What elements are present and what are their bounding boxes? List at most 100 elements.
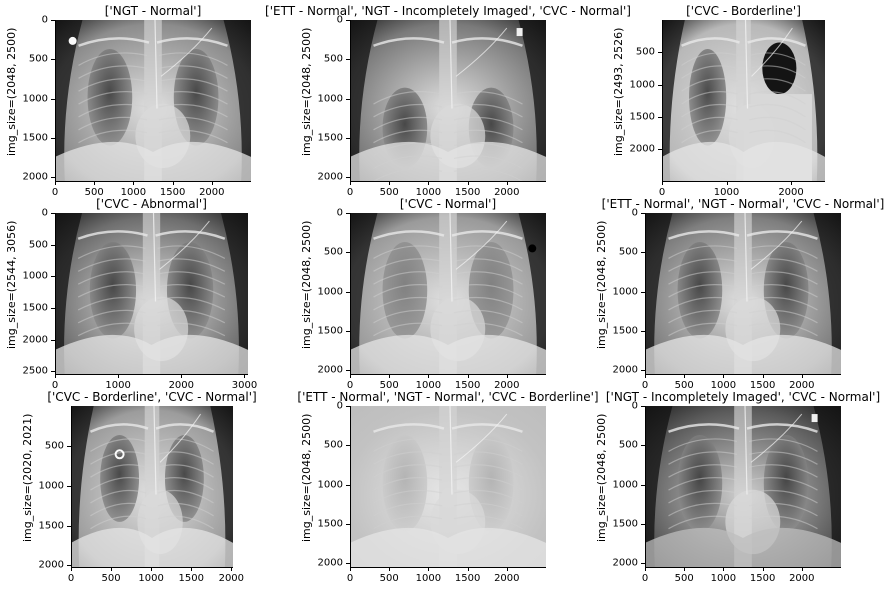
y-tick: [51, 244, 55, 246]
y-tick: [346, 406, 350, 407]
tube-line: [449, 406, 453, 495]
y-axis-label: img_size=(2544, 3056): [5, 220, 19, 349]
x-tick-label: 1000: [713, 187, 740, 198]
x-tick-label: 1000: [120, 187, 147, 198]
rib: [668, 477, 738, 491]
axes-frame: [55, 213, 248, 375]
x-tick: [467, 374, 469, 378]
panel-title: ['ETT - Normal', 'NGT - Incompletely Ima…: [265, 4, 631, 18]
xray-image: [71, 406, 233, 567]
xray-svg: [645, 406, 841, 567]
x-tick-label: 0: [67, 573, 75, 584]
x-tick: [645, 374, 646, 378]
y-tick: [346, 59, 350, 61]
axes-frame: [662, 20, 825, 182]
rib: [373, 502, 443, 517]
rib: [90, 502, 147, 517]
rib: [158, 78, 228, 92]
x-tick-label: 0: [346, 380, 354, 391]
x-tick-label: 0: [51, 187, 59, 198]
rib: [453, 168, 523, 181]
rib: [157, 245, 226, 259]
body-edge-right: [220, 213, 248, 374]
xray-svg: [350, 213, 546, 374]
x-tick: [231, 567, 233, 571]
y-tick-label: 1000: [317, 286, 343, 298]
x-tick: [723, 567, 725, 571]
x-tick: [428, 567, 430, 571]
body-edge-left: [645, 406, 673, 567]
tube-line: [449, 20, 453, 109]
rib: [668, 296, 738, 311]
y-tick-label: 1000: [612, 286, 638, 298]
axes-frame: [350, 213, 546, 375]
axes-frame: [645, 406, 841, 568]
x-tick: [723, 374, 725, 378]
clavicle-right: [747, 37, 806, 47]
rib: [373, 451, 443, 465]
xray-image: [662, 20, 825, 181]
rib: [748, 489, 818, 504]
y-tick: [641, 563, 645, 565]
xray-image: [350, 213, 546, 374]
y-tick-label: 1500: [38, 520, 64, 532]
rib: [681, 65, 738, 79]
panel-title: ['NGT - Normal']: [104, 4, 202, 18]
y-tick: [641, 523, 645, 525]
clavicle-left: [89, 423, 149, 433]
rib: [157, 309, 226, 324]
x-tick-label: 1500: [749, 573, 776, 584]
x-tick-label: 1000: [710, 573, 737, 584]
xray-svg: [55, 20, 251, 181]
y-tick: [346, 291, 350, 293]
panel-title: ['CVC - Abnormal']: [96, 197, 207, 211]
panel-title: ['CVC - Borderline']: [686, 4, 801, 18]
rib: [453, 155, 523, 169]
x-tick: [191, 567, 193, 571]
rib: [90, 464, 147, 478]
clavicle-right: [156, 37, 228, 47]
rib: [453, 271, 523, 285]
y-tick-label: 1500: [317, 132, 343, 144]
x-tick: [762, 374, 764, 378]
clavicle-right: [155, 423, 215, 433]
clavicle-right: [746, 423, 818, 433]
rib: [158, 129, 228, 144]
y-tick: [346, 445, 350, 447]
rib: [681, 78, 738, 92]
body-edge-left: [350, 20, 378, 181]
x-tick: [55, 181, 56, 185]
y-tick: [67, 485, 71, 487]
y-tick-label: 1000: [629, 79, 655, 91]
y-tick-label: 2000: [22, 334, 48, 346]
diaphragm: [350, 334, 546, 374]
y-tick-label: 500: [323, 53, 343, 65]
xray-image: [645, 406, 841, 567]
body-edge-right: [802, 20, 825, 181]
rib: [373, 271, 443, 285]
y-tick-label: 500: [28, 239, 48, 251]
clavicle-left: [373, 230, 445, 240]
tube-line: [153, 406, 157, 495]
rib: [90, 438, 147, 452]
rib: [453, 116, 523, 131]
catheter-line: [751, 27, 793, 77]
tube-line: [744, 20, 749, 109]
x-tick: [172, 181, 174, 185]
rib: [748, 284, 818, 298]
y-tick: [51, 20, 55, 21]
rib: [748, 245, 818, 259]
y-tick: [346, 252, 350, 254]
x-tick-label: 500: [674, 573, 694, 584]
x-tick: [645, 567, 646, 571]
body-edge-left: [662, 20, 685, 181]
y-tick: [641, 445, 645, 447]
y-tick: [51, 213, 55, 214]
x-tick: [211, 181, 213, 185]
rib: [373, 91, 443, 105]
rib: [158, 103, 228, 118]
rib: [373, 477, 443, 491]
diaphragm: [645, 527, 841, 567]
rib: [749, 91, 806, 105]
y-tick-label: 1500: [22, 132, 48, 144]
